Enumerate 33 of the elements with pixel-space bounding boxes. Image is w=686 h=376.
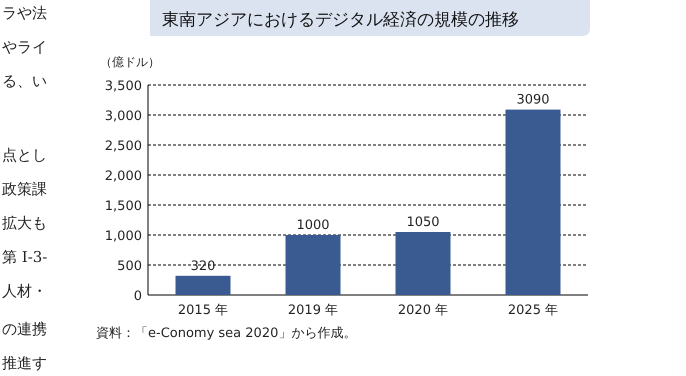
text: 政策課 xyxy=(2,180,47,198)
text: る、い xyxy=(2,72,47,90)
text: 人材・ xyxy=(2,282,47,300)
data-label: 3090 xyxy=(516,92,550,108)
y-tick-label: 0 xyxy=(134,289,142,304)
bar xyxy=(286,235,340,295)
y-tick-label: 2,000 xyxy=(104,169,142,184)
data-label: 1000 xyxy=(296,218,330,233)
x-tick-label: 2020 年 xyxy=(398,303,448,318)
x-tick-label: 2019 年 xyxy=(288,303,338,318)
bar xyxy=(506,110,560,295)
bar xyxy=(176,276,230,295)
text: 第 I-3- xyxy=(2,248,48,266)
data-label: 320 xyxy=(190,258,216,274)
y-tick-label: 2,500 xyxy=(104,139,142,154)
text: の連携 xyxy=(2,320,47,338)
text: ラや法 xyxy=(2,4,47,22)
bar xyxy=(396,232,450,295)
x-tick-label: 2015 年 xyxy=(178,303,228,318)
text: やライ xyxy=(2,38,47,56)
y-tick-label: 1,000 xyxy=(104,229,142,244)
x-tick-label: 2025 年 xyxy=(508,303,558,318)
chart-title: 東南アジアにおけるデジタル経済の規模の推移 xyxy=(162,10,519,30)
text: 拡大も xyxy=(2,214,47,232)
y-tick-label: 1,500 xyxy=(104,199,142,214)
y-tick-label: 3,500 xyxy=(104,79,142,94)
y-tick-label: 3,000 xyxy=(104,109,142,124)
text: 点とし xyxy=(2,146,47,164)
data-label: 1050 xyxy=(406,215,440,230)
y-axis-title: （億ドル） xyxy=(100,55,160,69)
y-tick-label: 500 xyxy=(117,259,142,274)
text: 推進す xyxy=(2,354,47,372)
text: 資料：「e-Conomy sea 2020」から作成。 xyxy=(96,326,356,341)
